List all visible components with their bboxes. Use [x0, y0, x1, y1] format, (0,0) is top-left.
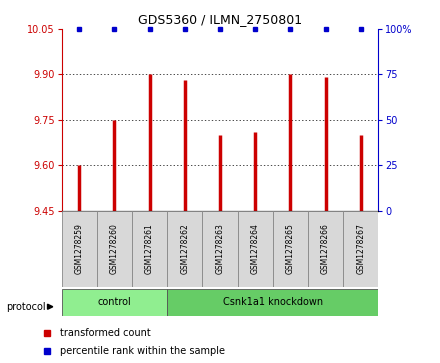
Text: GSM1278266: GSM1278266 — [321, 223, 330, 274]
Title: GDS5360 / ILMN_2750801: GDS5360 / ILMN_2750801 — [138, 13, 302, 26]
Bar — [167, 211, 202, 287]
Text: percentile rank within the sample: percentile rank within the sample — [60, 346, 225, 356]
Bar — [167, 289, 378, 316]
Polygon shape — [48, 304, 53, 309]
Bar — [308, 211, 343, 287]
Text: GSM1278259: GSM1278259 — [75, 223, 84, 274]
Text: control: control — [98, 297, 131, 307]
Bar — [132, 211, 167, 287]
Bar — [202, 211, 238, 287]
Bar — [62, 211, 97, 287]
Bar — [238, 211, 273, 287]
Text: GSM1278265: GSM1278265 — [286, 223, 295, 274]
Bar — [343, 211, 378, 287]
Text: transformed count: transformed count — [60, 328, 151, 338]
Text: GSM1278264: GSM1278264 — [251, 223, 260, 274]
Bar — [97, 211, 132, 287]
Text: GSM1278261: GSM1278261 — [145, 223, 154, 274]
Text: GSM1278260: GSM1278260 — [110, 223, 119, 274]
Text: GSM1278267: GSM1278267 — [356, 223, 365, 274]
Text: GSM1278263: GSM1278263 — [216, 223, 224, 274]
Text: GSM1278262: GSM1278262 — [180, 223, 189, 274]
Text: Csnk1a1 knockdown: Csnk1a1 knockdown — [223, 297, 323, 307]
Bar — [273, 211, 308, 287]
Text: protocol: protocol — [7, 302, 46, 312]
Bar — [62, 289, 167, 316]
